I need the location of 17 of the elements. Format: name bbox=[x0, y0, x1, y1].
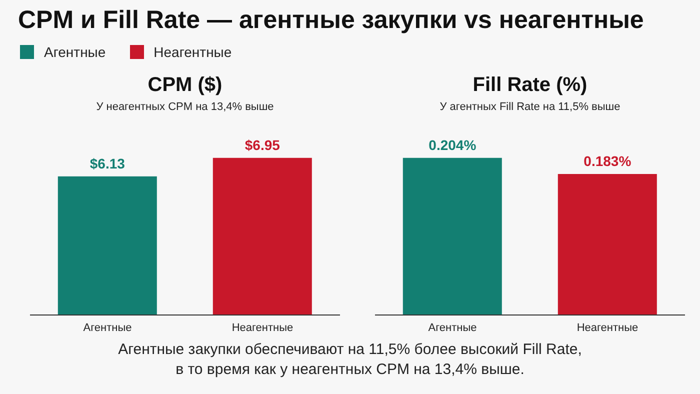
chart-title: Fill Rate (%) bbox=[472, 74, 588, 97]
x-tick-label: Неагентные bbox=[576, 322, 638, 334]
data-label: $6.13 bbox=[90, 155, 126, 172]
x-tick-label: Неагентные bbox=[232, 322, 294, 334]
text: в то время как у неагентных CPM на 13,4% выше. bbox=[174, 360, 526, 380]
x-tick-label: Агентные bbox=[428, 322, 477, 334]
text: CPM и Fill Rate — агентные закупки vs неагентные bbox=[18, 6, 644, 35]
data-label: 0.183% bbox=[584, 153, 632, 170]
data-label: 0.204% bbox=[428, 136, 477, 153]
chart-subtitle: У неагентных CPM на 13,4% выше bbox=[95, 101, 275, 113]
legend-label: Агентные bbox=[44, 44, 106, 60]
chart-title: CPM ($) bbox=[146, 74, 224, 97]
x-tick-label: Агентные bbox=[83, 322, 132, 334]
text: Агентные закупки обеспечивают на 11,5% более высокий Fill Rate, bbox=[117, 340, 583, 360]
data-label: $6.95 bbox=[244, 136, 280, 153]
chart-subtitle: У агентных Fill Rate на 11,5% выше bbox=[438, 101, 622, 113]
legend-label: Неагентные bbox=[154, 44, 232, 60]
